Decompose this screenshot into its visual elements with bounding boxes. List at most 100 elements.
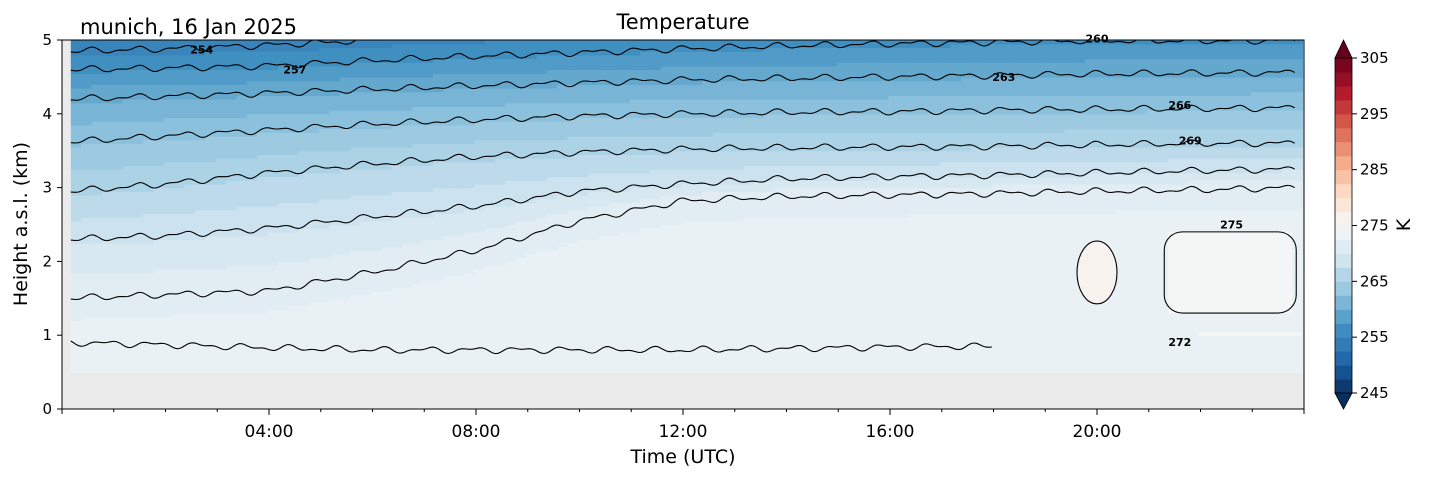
field-cell [195,279,206,285]
field-cell [577,54,589,60]
field-cell [174,220,186,226]
field-cell [298,302,310,307]
field-cell [226,224,237,229]
field-cell [319,43,331,48]
field-cell [422,231,434,237]
field-cell [619,132,631,137]
field-cell [143,324,155,329]
field-cell [277,246,289,251]
field-cell [453,364,465,369]
field-cell [422,302,434,307]
field-cell [391,176,403,181]
field-cell [267,54,279,60]
field-cell [205,172,217,178]
field-cell [112,242,124,248]
field-cell [195,257,206,262]
field-cell [588,106,600,111]
field-cell [101,287,113,292]
field-cell [360,335,372,340]
field-cell [443,327,455,333]
field-cell [629,69,641,74]
field-cell [132,124,144,130]
field-cell [143,40,155,45]
field-cell [557,231,569,237]
field-cell [629,350,641,355]
field-cell [433,106,444,111]
field-cell [557,220,569,226]
field-cell [329,250,341,255]
field-cell [277,69,289,74]
field-cell [339,54,351,60]
field-cell [70,320,82,325]
field-cell [402,361,413,366]
field-cell [484,113,496,119]
field-cell [288,84,300,89]
field-cell [288,268,300,274]
field-cell [132,209,144,214]
field-cell [598,54,610,60]
field-cell [91,257,103,262]
field-cell [464,102,476,107]
field-cell [308,132,320,137]
field-cell [174,283,186,288]
field-cell [153,342,165,347]
field-cell [546,169,558,174]
field-cell [495,88,506,93]
field-cell [153,331,165,336]
field-cell [391,254,403,259]
field-cell [360,40,372,45]
field-cell [215,257,227,262]
field-cell [132,161,144,167]
field-cell [443,316,455,321]
field-cell [422,51,434,56]
field-cell [91,364,103,369]
field-cell [226,76,237,82]
field-cell [609,209,620,214]
field-cell [298,139,310,144]
field-cell [153,110,165,115]
field-cell [267,99,279,104]
field-cell [629,224,641,229]
field-cell [184,357,196,362]
field-cell [350,40,362,45]
field-cell [174,80,186,85]
field-cell [298,124,310,130]
field-cell [195,191,206,196]
field-cell [443,147,455,152]
field-cell [350,276,362,281]
field-cell [536,80,548,85]
field-cell [288,143,300,148]
field-cell [132,298,144,303]
field-cell [70,298,82,303]
field-cell [101,80,113,85]
field-cell [70,191,82,196]
field-cell [132,121,144,126]
field-cell [526,51,538,56]
field-cell [588,88,600,93]
field-cell [215,353,227,358]
field-cell [474,88,486,93]
field-cell [174,364,186,369]
field-cell [474,65,486,71]
field-cell [319,147,331,152]
field-cell [515,265,527,270]
field-cell [112,346,124,351]
field-cell [619,353,631,358]
field-cell [246,172,258,178]
field-cell [174,95,186,100]
field-cell [205,331,217,336]
field-cell [91,239,103,244]
field-cell [288,209,300,214]
field-cell [433,235,444,240]
field-cell [360,110,372,115]
field-cell [226,357,237,362]
field-cell [609,172,620,178]
field-cell [402,206,413,211]
field-cell [412,342,424,347]
field-cell [319,73,331,78]
field-cell [619,313,631,318]
field-cell [101,217,113,222]
field-cell [184,84,196,89]
field-cell [195,147,206,152]
field-cell [505,191,517,196]
